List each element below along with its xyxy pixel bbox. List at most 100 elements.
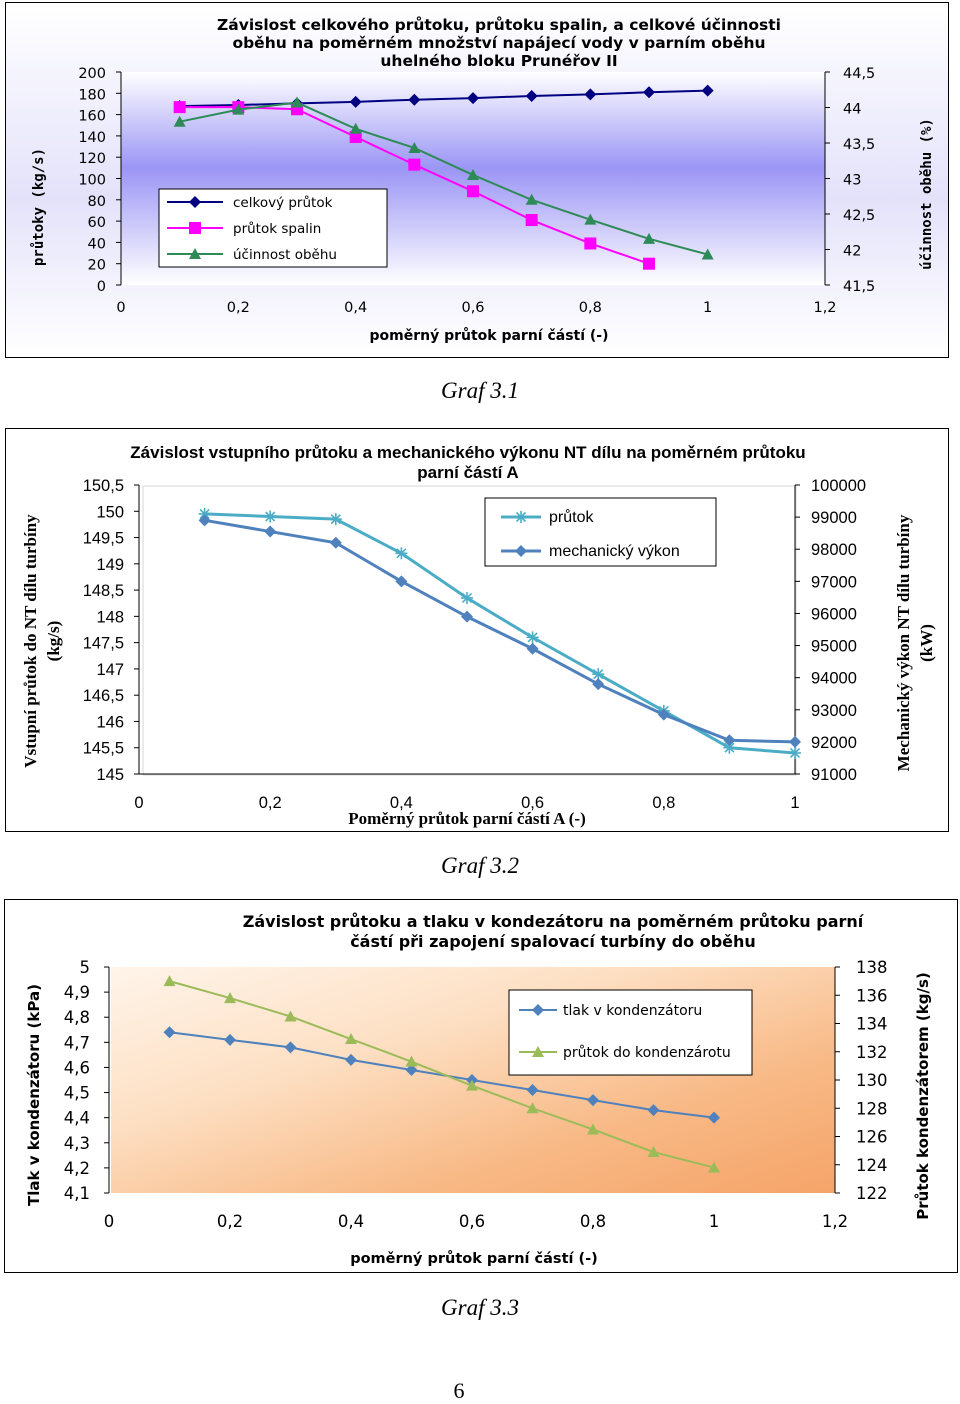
chart-3-y2-tick-label: 132: [856, 1043, 888, 1062]
chart-3-series-1-point: [345, 1053, 357, 1066]
chart-1-y-axis-label: průtoky (kg/s): [30, 148, 47, 266]
chart-2-title-line-1: Závislost vstupního průtoku a mechanické…: [130, 443, 805, 462]
chart-2-series-2-point: [789, 735, 801, 748]
chart-3-y-tick-label: 4,3: [64, 1134, 90, 1153]
caption-graf-3-3: Graf 3.3: [441, 1295, 519, 1320]
chart-3-y2-tick-label: 134: [856, 1015, 888, 1034]
chart-2-y-tick-label: 147: [96, 661, 124, 679]
chart-3-y2-tick-label: 124: [856, 1156, 888, 1175]
chart-3-series: [163, 975, 720, 1173]
chart-1-title-line-2: oběhu na poměrném množství napájecí vody…: [232, 34, 765, 52]
page-number: 6: [453, 1378, 465, 1403]
chart-3-y-tick-label: 4,7: [64, 1033, 90, 1052]
chart-2-y2-tick-label: 98000: [811, 541, 857, 559]
chart-2-x-axis-label: Poměrný průtok parní částí A (-): [348, 809, 586, 828]
chart-2-x-tick-label: 0,6: [521, 794, 544, 812]
chart-1-y-tick-label: 0: [97, 279, 106, 295]
chart-2-y-axis-label-line-1: Vstupní průtok do NT dílu turbíny: [21, 514, 40, 768]
chart-3-x-tick-label: 0,8: [580, 1212, 606, 1231]
chart-1-x-tick-label: 0,2: [227, 300, 250, 316]
chart-1-y-tick-label: 40: [88, 236, 106, 252]
chart-1-y-tick-label: 160: [78, 109, 106, 125]
chart-2-series-2-point: [395, 575, 408, 588]
chart-1-legend-marker-3: [189, 248, 201, 259]
chart-1-x-axis-label: poměrný průtok parní částí (-): [369, 327, 608, 344]
chart-3-series-2-point: [284, 1010, 297, 1022]
chart-1-series-2-point: [349, 130, 362, 143]
chart-2-series-1-point: [395, 547, 408, 560]
chart-2-y-tick-label: 145: [96, 766, 124, 784]
chart-2-y2-tick-label: 97000: [811, 573, 857, 591]
chart-1-legend-label-1: celkový průtok: [233, 195, 333, 211]
chart-3-series-1-point: [647, 1104, 660, 1117]
chart-2-y-tick-label: 146: [96, 713, 124, 731]
chart-3-title-line-2: částí při zapojení spalovací turbíny do …: [350, 932, 756, 951]
chart-1-y2-tick-label: 41,5: [843, 279, 875, 295]
chart-3-series-line-1: [169, 1031, 715, 1119]
chart-3-series-2-point: [163, 975, 176, 987]
chart-1-series-2-point: [408, 158, 421, 171]
chart-3-series-2-point: [647, 1146, 660, 1158]
chart-3-y2-tick-label: 126: [856, 1128, 888, 1147]
chart-3-y-axis-label: Tlak v kondenzátoru (kPa): [25, 984, 43, 1206]
chart-2: Závislost vstupního průtoku a mechanické…: [5, 428, 949, 832]
chart-3-series-1-point: [284, 1041, 297, 1054]
chart-3-series-2-point: [405, 1055, 418, 1067]
chart-3-y-tick-label: 4,1: [64, 1184, 90, 1203]
chart-3-series-2-point: [708, 1161, 720, 1173]
chart-2-x-tick-label: 0,2: [259, 794, 282, 812]
chart-2-series-2-point: [461, 610, 473, 623]
chart-1-y2-tick-label: 44: [843, 102, 861, 118]
chart-2-series-2-point: [264, 525, 277, 538]
chart-1-series-3-point: [467, 168, 479, 180]
chart-3-y2-tick-label: 128: [856, 1099, 888, 1118]
chart-1-title-line-3: uhelného bloku Prunéřov II: [380, 52, 617, 70]
chart-3-series-2-point: [526, 1102, 539, 1114]
chart-3-series-1-point: [405, 1063, 418, 1076]
chart-3-series-2-point: [466, 1079, 478, 1091]
chart-1-series-1-point: [408, 93, 421, 106]
chart-3-title-line-1: Závislost průtoku a tlaku v kondezátoru …: [243, 912, 865, 931]
chart-1: Závislost celkového průtoku, průtoku spa…: [5, 2, 949, 358]
chart-2-series-2-point: [657, 708, 670, 721]
chart-2-y-tick-label: 150,5: [83, 477, 124, 495]
chart-3: Závislost průtoku a tlaku v kondezátoru …: [4, 899, 958, 1273]
chart-1-series-1-point: [643, 86, 655, 99]
chart-2-series-2-point: [329, 536, 342, 549]
chart-2-legend-marker-1: [515, 511, 527, 523]
chart-1-series-line-1: [179, 89, 708, 108]
chart-2-series-1-point: [264, 510, 277, 523]
chart-2-series-1-point: [461, 591, 473, 604]
chart-2-x-tick-label: 0,8: [652, 794, 675, 812]
chart-3-y-tick-label: 4,5: [64, 1084, 90, 1103]
chart-2-series-1-point: [526, 631, 539, 644]
chart-2-series-2-point: [592, 678, 605, 691]
chart-2-y2-tick-label: 99000: [811, 509, 857, 527]
chart-3-legend-box: [508, 989, 753, 1076]
chart-3-series-1-point: [587, 1094, 599, 1107]
chart-1-y-tick-label: 100: [78, 173, 106, 189]
chart-2-legend: průtok mechanický výkon: [484, 497, 717, 567]
chart-2-y-tick-label: 150: [96, 503, 124, 521]
chart-1-legend-label-2: průtok spalin: [233, 221, 321, 237]
chart-3-y-tick-label: 4,8: [64, 1008, 90, 1027]
chart-2-x-tick-label: 0,4: [390, 794, 413, 812]
chart-2-series-1-point: [789, 746, 801, 759]
chart-1-x-tick-label: 1: [703, 300, 712, 316]
chart-1-series-3-point: [408, 141, 421, 153]
chart-1-series-3-point: [232, 103, 245, 115]
chart-1-x-tick-label: 0,4: [344, 300, 367, 316]
chart-3-y2-tick-label: 130: [856, 1071, 888, 1090]
chart-3-legend-label-2: průtok do kondenzárotu: [563, 1045, 731, 1061]
chart-1-y2-tick-label: 43,5: [843, 137, 875, 153]
chart-1-series-1-point: [467, 92, 479, 105]
chart-1-y-tick-label: 80: [88, 194, 106, 210]
chart-1-y-tick-label: 180: [78, 87, 106, 103]
chart-1-series-3-point: [701, 248, 714, 260]
chart-2-x-tick-label: 0: [134, 794, 143, 812]
chart-1-series-3-point: [349, 122, 362, 134]
chart-2-legend-label-2: mechanický výkon: [549, 543, 680, 560]
chart-1-series: [173, 84, 714, 270]
chart-3-y-tick-label: 4,4: [64, 1109, 90, 1128]
chart-1-x-tick-label: 0: [116, 300, 125, 316]
